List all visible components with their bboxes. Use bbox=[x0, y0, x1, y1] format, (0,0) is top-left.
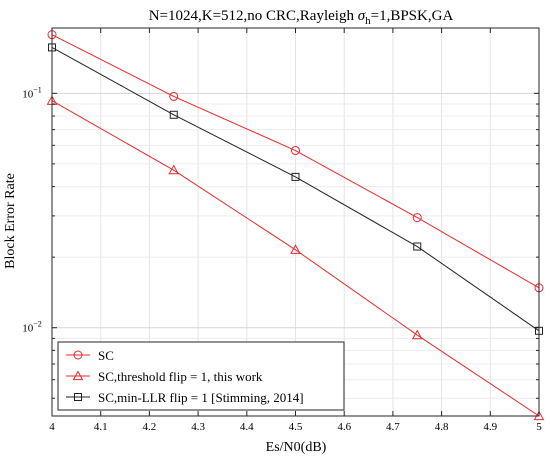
title-rest: =1,BPSK,GA bbox=[371, 8, 454, 24]
title-sigma: σ bbox=[358, 8, 366, 24]
x-tick-label: 4.2 bbox=[143, 421, 157, 433]
x-tick-label: 4 bbox=[49, 421, 55, 433]
data-point-circle bbox=[291, 146, 300, 156]
series-line-circle bbox=[51, 34, 540, 289]
x-tick-label: 4.9 bbox=[483, 421, 497, 433]
x-tick-label: 5 bbox=[536, 421, 542, 433]
title-main: N=1024,K=512,no CRC,Rayleigh bbox=[149, 8, 358, 24]
legend: SC SC,threshold flip = 1, this work SC,min… bbox=[57, 341, 345, 411]
legend-item: SC,threshold flip = 1, this work bbox=[66, 369, 263, 384]
chart-title: N=1024,K=512,no CRC,Rayleigh σh=1,BPSK,G… bbox=[149, 8, 454, 27]
y-axis-label: Block Error Rate bbox=[3, 173, 18, 269]
x-tick-label: 4.3 bbox=[191, 421, 205, 433]
x-tick-label: 4.1 bbox=[94, 421, 108, 433]
x-axis-ticks: 4 4.1 4.2 4.3 4.4 4.5 4.6 4.7 4.8 4.9 5 bbox=[49, 28, 542, 433]
data-point-triangle bbox=[290, 244, 301, 254]
x-tick-label: 4.8 bbox=[435, 421, 449, 433]
data-point-triangle bbox=[411, 329, 423, 340]
data-point-square bbox=[291, 172, 300, 181]
x-tick-label: 4.5 bbox=[289, 421, 303, 433]
legend-marker bbox=[72, 370, 84, 381]
y-axis-ticks: 10−1 10−2 bbox=[22, 85, 539, 399]
data-point-square bbox=[169, 110, 178, 119]
legend-box bbox=[57, 341, 345, 411]
x-axis-label: Es/N0(dB) bbox=[266, 440, 327, 455]
x-tick-label: 4.7 bbox=[386, 421, 400, 433]
legend-item: SC,min-LLR flip = 1 [Stimming, 2014] bbox=[66, 390, 304, 405]
data-point-circle bbox=[169, 91, 179, 101]
legend-label: SC,min-LLR flip = 1 [Stimming, 2014] bbox=[98, 390, 304, 405]
legend-label: SC bbox=[98, 348, 114, 363]
data-point-square bbox=[413, 242, 422, 251]
data-point-triangle bbox=[168, 164, 180, 175]
title-subscript: h bbox=[365, 15, 371, 27]
x-tick-label: 4.4 bbox=[240, 421, 254, 433]
x-tick-label: 4.6 bbox=[337, 421, 351, 433]
data-point-circle bbox=[412, 213, 422, 223]
legend-marker bbox=[73, 350, 83, 360]
y-tick-label: 10−1 bbox=[22, 85, 42, 100]
series-line-square bbox=[51, 46, 540, 332]
y-tick-label: 10−2 bbox=[22, 320, 42, 335]
legend-marker bbox=[74, 393, 82, 401]
legend-item: SC bbox=[66, 348, 114, 363]
series-line-triangle bbox=[51, 100, 540, 417]
legend-label: SC,threshold flip = 1, this work bbox=[98, 369, 263, 384]
